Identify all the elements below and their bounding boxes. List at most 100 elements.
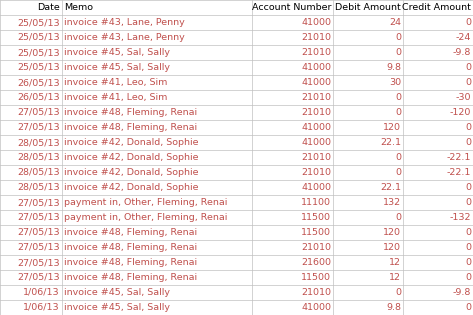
Text: 27/05/13: 27/05/13 bbox=[17, 108, 60, 117]
Text: 41000: 41000 bbox=[301, 78, 331, 87]
Text: 0: 0 bbox=[465, 258, 471, 267]
Text: 11500: 11500 bbox=[301, 228, 331, 237]
Text: 41000: 41000 bbox=[301, 138, 331, 147]
Text: 1/06/13: 1/06/13 bbox=[23, 288, 60, 297]
Text: 12: 12 bbox=[389, 273, 401, 282]
Text: 41000: 41000 bbox=[301, 123, 331, 132]
Text: 120: 120 bbox=[383, 243, 401, 252]
Text: 9.8: 9.8 bbox=[386, 303, 401, 312]
Text: -120: -120 bbox=[450, 108, 471, 117]
Text: 0: 0 bbox=[395, 288, 401, 297]
Text: Memo: Memo bbox=[64, 3, 93, 12]
Text: 21010: 21010 bbox=[301, 108, 331, 117]
Text: payment in, Other, Fleming, Renai: payment in, Other, Fleming, Renai bbox=[64, 213, 227, 222]
Text: Credit Amount: Credit Amount bbox=[402, 3, 471, 12]
Text: invoice #42, Donald, Sophie: invoice #42, Donald, Sophie bbox=[64, 168, 198, 177]
Text: -9.8: -9.8 bbox=[453, 48, 471, 57]
Text: 26/05/13: 26/05/13 bbox=[17, 78, 60, 87]
Text: 25/05/13: 25/05/13 bbox=[17, 48, 60, 57]
Text: 11500: 11500 bbox=[301, 273, 331, 282]
Text: invoice #45, Sal, Sally: invoice #45, Sal, Sally bbox=[64, 48, 170, 57]
Text: 30: 30 bbox=[389, 78, 401, 87]
Text: 0: 0 bbox=[465, 243, 471, 252]
Text: 0: 0 bbox=[465, 78, 471, 87]
Text: invoice #43, Lane, Penny: invoice #43, Lane, Penny bbox=[64, 33, 184, 42]
Text: invoice #48, Fleming, Renai: invoice #48, Fleming, Renai bbox=[64, 258, 197, 267]
Text: 27/05/13: 27/05/13 bbox=[17, 228, 60, 237]
Text: 0: 0 bbox=[395, 168, 401, 177]
Text: 27/05/13: 27/05/13 bbox=[17, 258, 60, 267]
Text: 0: 0 bbox=[395, 48, 401, 57]
Text: invoice #48, Fleming, Renai: invoice #48, Fleming, Renai bbox=[64, 273, 197, 282]
Text: -132: -132 bbox=[450, 213, 471, 222]
Text: -30: -30 bbox=[455, 93, 471, 102]
Text: 27/05/13: 27/05/13 bbox=[17, 198, 60, 207]
Text: invoice #41, Leo, Sim: invoice #41, Leo, Sim bbox=[64, 93, 167, 102]
Text: 21600: 21600 bbox=[301, 258, 331, 267]
Text: 120: 120 bbox=[383, 228, 401, 237]
Text: 0: 0 bbox=[465, 138, 471, 147]
Text: 22.1: 22.1 bbox=[380, 138, 401, 147]
Text: 21010: 21010 bbox=[301, 243, 331, 252]
Text: 0: 0 bbox=[465, 18, 471, 27]
Text: 27/05/13: 27/05/13 bbox=[17, 213, 60, 222]
Text: 0: 0 bbox=[465, 228, 471, 237]
Text: 25/05/13: 25/05/13 bbox=[17, 18, 60, 27]
Text: 12: 12 bbox=[389, 258, 401, 267]
Text: invoice #48, Fleming, Renai: invoice #48, Fleming, Renai bbox=[64, 243, 197, 252]
Text: invoice #45, Sal, Sally: invoice #45, Sal, Sally bbox=[64, 63, 170, 72]
Text: Account Number: Account Number bbox=[252, 3, 331, 12]
Text: -22.1: -22.1 bbox=[447, 168, 471, 177]
Text: invoice #42, Donald, Sophie: invoice #42, Donald, Sophie bbox=[64, 138, 198, 147]
Text: 0: 0 bbox=[395, 33, 401, 42]
Text: 22.1: 22.1 bbox=[380, 183, 401, 192]
Text: invoice #48, Fleming, Renai: invoice #48, Fleming, Renai bbox=[64, 108, 197, 117]
Text: 41000: 41000 bbox=[301, 183, 331, 192]
Text: invoice #42, Donald, Sophie: invoice #42, Donald, Sophie bbox=[64, 153, 198, 162]
Text: invoice #43, Lane, Penny: invoice #43, Lane, Penny bbox=[64, 18, 184, 27]
Text: 27/05/13: 27/05/13 bbox=[17, 123, 60, 132]
Text: invoice #48, Fleming, Renai: invoice #48, Fleming, Renai bbox=[64, 228, 197, 237]
Text: 24: 24 bbox=[389, 18, 401, 27]
Text: 21010: 21010 bbox=[301, 33, 331, 42]
Text: Date: Date bbox=[37, 3, 60, 12]
Text: 0: 0 bbox=[395, 93, 401, 102]
Text: 41000: 41000 bbox=[301, 63, 331, 72]
Text: 28/05/13: 28/05/13 bbox=[17, 138, 60, 147]
Text: -24: -24 bbox=[455, 33, 471, 42]
Text: invoice #48, Fleming, Renai: invoice #48, Fleming, Renai bbox=[64, 123, 197, 132]
Text: payment in, Other, Fleming, Renai: payment in, Other, Fleming, Renai bbox=[64, 198, 227, 207]
Text: 0: 0 bbox=[395, 153, 401, 162]
Text: invoice #45, Sal, Sally: invoice #45, Sal, Sally bbox=[64, 303, 170, 312]
Text: 28/05/13: 28/05/13 bbox=[17, 153, 60, 162]
Text: 0: 0 bbox=[465, 123, 471, 132]
Text: 41000: 41000 bbox=[301, 303, 331, 312]
Text: 0: 0 bbox=[465, 183, 471, 192]
Text: 21010: 21010 bbox=[301, 48, 331, 57]
Text: 28/05/13: 28/05/13 bbox=[17, 183, 60, 192]
Text: 1/06/13: 1/06/13 bbox=[23, 303, 60, 312]
Text: 132: 132 bbox=[383, 198, 401, 207]
Text: -9.8: -9.8 bbox=[453, 288, 471, 297]
Text: 0: 0 bbox=[465, 273, 471, 282]
Text: 0: 0 bbox=[395, 108, 401, 117]
Text: invoice #41, Leo, Sim: invoice #41, Leo, Sim bbox=[64, 78, 167, 87]
Text: 120: 120 bbox=[383, 123, 401, 132]
Text: Debit Amount: Debit Amount bbox=[335, 3, 401, 12]
Text: 27/05/13: 27/05/13 bbox=[17, 273, 60, 282]
Text: 21010: 21010 bbox=[301, 153, 331, 162]
Text: 25/05/13: 25/05/13 bbox=[17, 63, 60, 72]
Text: 21010: 21010 bbox=[301, 93, 331, 102]
Text: 28/05/13: 28/05/13 bbox=[17, 168, 60, 177]
Text: invoice #42, Donald, Sophie: invoice #42, Donald, Sophie bbox=[64, 183, 198, 192]
Text: 0: 0 bbox=[465, 63, 471, 72]
Text: 0: 0 bbox=[395, 213, 401, 222]
Text: -22.1: -22.1 bbox=[447, 153, 471, 162]
Text: 21010: 21010 bbox=[301, 168, 331, 177]
Text: 9.8: 9.8 bbox=[386, 63, 401, 72]
Text: 0: 0 bbox=[465, 303, 471, 312]
Text: 11500: 11500 bbox=[301, 213, 331, 222]
Text: invoice #45, Sal, Sally: invoice #45, Sal, Sally bbox=[64, 288, 170, 297]
Text: 25/05/13: 25/05/13 bbox=[17, 33, 60, 42]
Text: 11100: 11100 bbox=[301, 198, 331, 207]
